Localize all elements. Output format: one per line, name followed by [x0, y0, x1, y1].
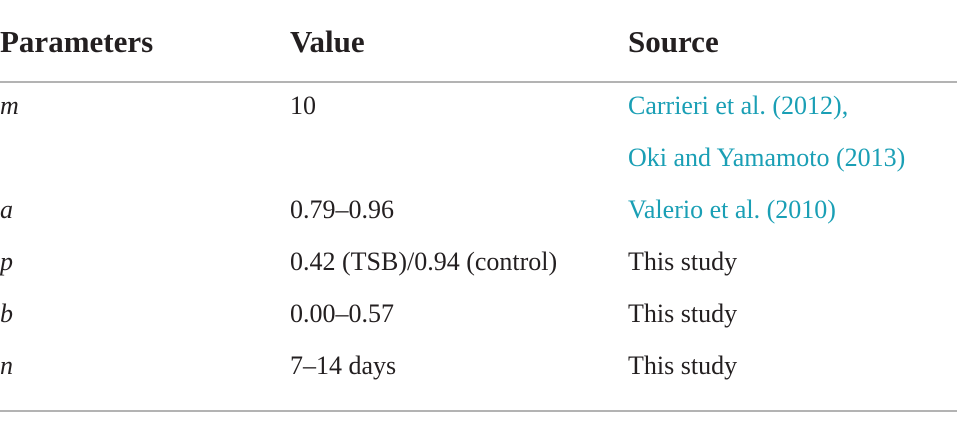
value: 0.00–0.57: [290, 299, 394, 328]
source-link[interactable]: Oki and Yamamoto (2013): [628, 143, 906, 172]
parameter: a: [0, 195, 13, 224]
value: 0.79–0.96: [290, 195, 394, 224]
column-header: Parameters: [0, 24, 154, 59]
source: This study: [628, 351, 738, 380]
source: This study: [628, 299, 738, 328]
parameter: b: [0, 299, 13, 328]
source: This study: [628, 247, 738, 276]
parameter: m: [0, 91, 19, 120]
column-header: Source: [628, 24, 719, 59]
parameter: n: [0, 351, 13, 380]
source-link[interactable]: Carrieri et al. (2012),: [628, 91, 849, 120]
value: 7–14 days: [290, 351, 397, 380]
bottom-rule: [0, 410, 957, 412]
header-rule: [0, 81, 957, 83]
column-header: Value: [290, 24, 365, 59]
value: 0.42 (TSB)/0.94 (control): [290, 247, 558, 276]
value: 10: [290, 91, 316, 120]
parameter: p: [0, 247, 13, 276]
source-link[interactable]: Valerio et al. (2010): [628, 195, 836, 224]
